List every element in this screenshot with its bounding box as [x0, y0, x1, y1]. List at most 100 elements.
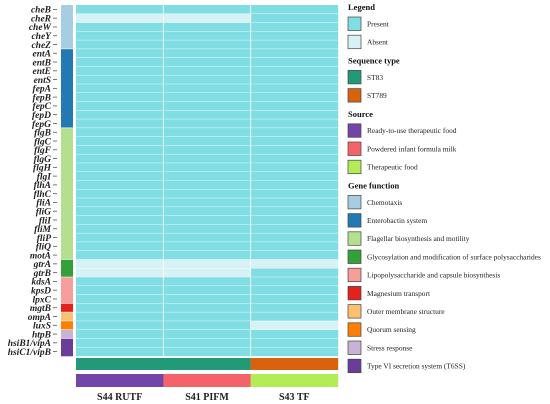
function-cell-flim [61, 224, 73, 234]
cell-luxs-s41-pifm [163, 320, 251, 330]
cell-flip-s43-tf [250, 233, 339, 243]
source-s44-rutf [76, 374, 164, 387]
function-cell-chew [61, 22, 73, 32]
function-cell-flgi [61, 171, 73, 181]
cell-fliq-s44-rutf [76, 241, 164, 251]
cell-enta-s44-rutf [76, 48, 164, 58]
legend-label-outer-membrane-structure: Outer membrane structure [367, 307, 445, 316]
cell-flia-s44-rutf [76, 198, 164, 208]
gene-label-entb: entB [33, 58, 51, 68]
cell-cher-s44-rutf [76, 13, 164, 23]
function-cell-chez [61, 40, 73, 50]
function-cell-entb [61, 57, 73, 67]
cell-mgtb-s43-tf [250, 303, 339, 313]
cell-flig-s43-tf [250, 206, 339, 216]
cell-htpb-s43-tf [250, 329, 339, 339]
cell-htpb-s44-rutf [76, 329, 164, 339]
gene-label-mota: motA [30, 251, 51, 261]
cell-flgf-s44-rutf [76, 145, 164, 155]
cell-fepb-s41-pifm [163, 92, 251, 102]
gene-label-cheb: cheB [31, 6, 51, 16]
cell-flgf-s41-pifm [163, 145, 251, 155]
gene-label-flhc: flhC [34, 190, 52, 200]
function-cell-kpsd [61, 285, 73, 295]
legend-swatch-absent [347, 34, 362, 50]
sequence-type-s43-tf [250, 358, 339, 370]
cell-flgg-s41-pifm [163, 154, 251, 164]
gene-label-flig: fliG [36, 208, 51, 218]
function-cell-fepa [61, 83, 73, 94]
cell-flhc-s44-rutf [76, 189, 164, 199]
legend-swatch-type-vi-secretion-system-t6ss [347, 358, 362, 374]
function-cell-luxs [61, 320, 73, 330]
gene-label-htpb: htpB [32, 330, 51, 340]
cell-flgi-s44-rutf [76, 171, 164, 181]
cell-flip-s44-rutf [76, 233, 164, 243]
cell-gtra-s41-pifm [163, 259, 251, 269]
cell-ompa-s43-tf [250, 312, 339, 322]
legend-label-magnesium-transport: Magnesium transport [367, 289, 431, 298]
cell-flim-s43-tf [250, 224, 339, 234]
function-cell-flig [61, 206, 73, 216]
gene-label-hsib1-vipa: hsiB1/vipA [8, 339, 51, 349]
legend-swatch-powdered-infant-formula-milk [347, 141, 362, 156]
cell-luxs-s44-rutf [76, 320, 164, 330]
source-s43-tf [250, 374, 339, 387]
legend-label-flagellar-biosynthesis-and-motility: Flagellar biosynthesis and motility [367, 234, 470, 243]
legend-swatch-magnesium-transport [347, 286, 362, 301]
cell-flgb-s43-tf [250, 127, 339, 137]
cell-flgg-s43-tf [250, 154, 339, 164]
legend-label-st789: ST789 [367, 91, 387, 100]
legend-swatch-present [347, 16, 362, 31]
cell-entb-s41-pifm [163, 57, 251, 67]
cell-gtrb-s41-pifm [163, 268, 251, 278]
cell-cher-s41-pifm [163, 13, 251, 23]
gene-label-chey: cheY [31, 32, 52, 42]
cell-kpsd-s44-rutf [76, 285, 164, 295]
function-cell-kdsa [61, 277, 73, 287]
cell-gtrb-s44-rutf [76, 268, 164, 278]
gene-label-ente: entE [33, 67, 51, 77]
cell-luxs-s43-tf [250, 320, 339, 330]
cell-kdsa-s43-tf [250, 277, 339, 286]
sample-labels: S44 RUTF S41 PIFM S43 TF [97, 392, 310, 403]
gene-label-fepa: fepA [33, 85, 51, 95]
gene-label-cher: cheR [31, 14, 51, 24]
cell-chey-s44-rutf [76, 31, 164, 41]
cell-flia-s43-tf [250, 198, 339, 208]
cell-flim-s41-pifm [163, 224, 251, 234]
gene-label-flgc: flgC [34, 137, 52, 147]
heatmap-grid-lines [76, 5, 338, 356]
legend-title-sequence-type: Sequence type [348, 55, 400, 65]
cell-chey-s43-tf [250, 31, 339, 41]
cell-ents-s41-pifm [163, 75, 251, 85]
gene-label-mgtb: mgtB [30, 304, 51, 314]
gene-label-flgf: flgF [34, 146, 52, 156]
function-cell-ente [61, 66, 73, 76]
gene-label-kpsd: kpsD [31, 286, 51, 296]
cell-flia-s41-pifm [163, 198, 251, 208]
gene-label-fepc: fepC [33, 102, 52, 112]
cell-fepc-s43-tf [250, 101, 339, 111]
cell-gtra-s43-tf [250, 259, 339, 269]
cell-chew-s43-tf [250, 22, 339, 32]
function-cell-lpxc [61, 294, 73, 304]
gene-label-flgg: flgG [34, 155, 52, 165]
sample-label-s43-tf: S43 TF [279, 392, 310, 403]
gene-label-flia: fliA [36, 199, 51, 209]
gene-label-lpxc: lpxC [33, 295, 52, 305]
function-cell-gtrb [61, 268, 73, 278]
function-cell-flgf [61, 145, 73, 155]
cell-fepb-s43-tf [250, 92, 339, 102]
function-cell-hsic1-vipb [61, 347, 73, 357]
cell-flgc-s44-rutf [76, 136, 164, 146]
cell-cheb-s43-tf [250, 5, 339, 14]
legend-label-ready-to-use-therapeutic-food: Ready-to-use therapeutic food [367, 126, 457, 135]
cell-fepg-s44-rutf [76, 119, 164, 129]
gene-label-kdsa: kdsA [31, 278, 51, 288]
sample-label-s41-pifm: S41 PIFM [185, 392, 229, 403]
heatmap-cells [76, 5, 339, 357]
cell-lpxc-s44-rutf [76, 294, 164, 304]
cell-flgh-s41-pifm [163, 162, 251, 172]
legend-swatch-lipopolysaccharide-and-capsule-biosynthesis [347, 267, 362, 283]
